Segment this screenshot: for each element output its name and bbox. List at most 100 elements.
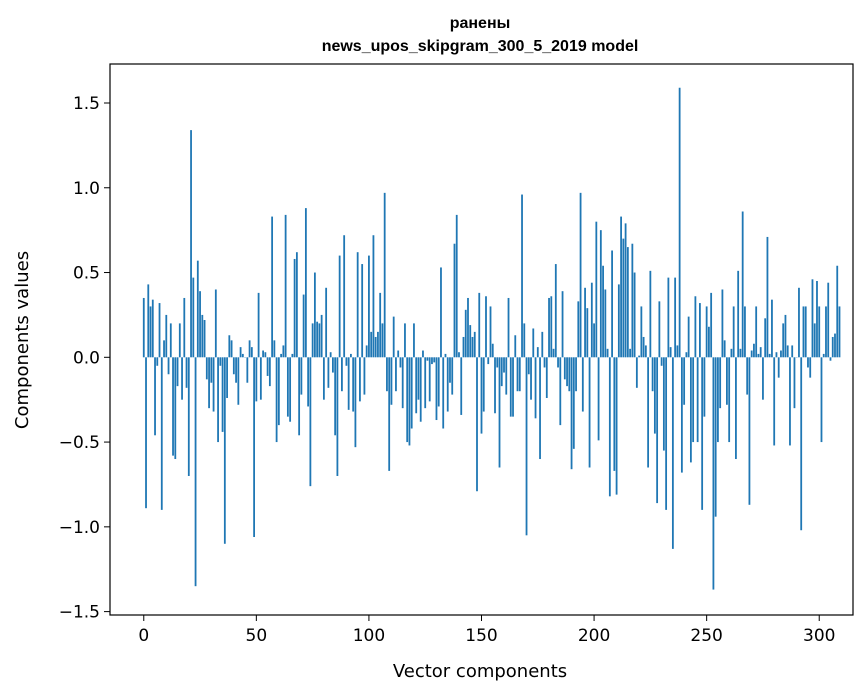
bar-63 [284, 214, 287, 358]
bar-77 [316, 321, 319, 358]
bar-54 [264, 352, 267, 358]
bar-9 [163, 340, 165, 358]
bar-5 [154, 357, 156, 436]
bar-157 [496, 357, 499, 368]
bar-103 [374, 336, 377, 358]
bar-296 [809, 357, 812, 378]
bar-176 [539, 357, 541, 460]
bar-15 [176, 357, 179, 387]
bar-120 [413, 323, 415, 358]
y-tick-label: 1.5 [73, 94, 100, 114]
bar-270 [750, 350, 753, 358]
bar-31 [212, 357, 215, 412]
bar-89 [343, 235, 346, 358]
bar-215 [626, 247, 629, 358]
bar-95 [356, 252, 359, 358]
bar-153 [487, 357, 490, 365]
bar-275 [762, 357, 764, 400]
bar-263 [735, 357, 737, 460]
bar-201 [595, 221, 598, 358]
bar-58 [273, 340, 276, 358]
bar-17 [181, 357, 183, 400]
bar-67 [293, 258, 296, 358]
bar-111 [392, 316, 395, 358]
bar-121 [415, 357, 418, 414]
bar-16 [178, 323, 181, 358]
bar-285 [784, 314, 787, 358]
bar-90 [345, 357, 348, 366]
bar-256 [719, 357, 722, 409]
bar-266 [741, 211, 744, 358]
bar-208 [611, 250, 613, 358]
bar-64 [286, 357, 289, 417]
bar-50 [255, 357, 258, 402]
bar-35 [221, 357, 224, 432]
bar-160 [503, 357, 505, 373]
bar-100 [368, 255, 370, 358]
bar-288 [791, 345, 794, 358]
bar-295 [807, 357, 809, 368]
bar-264 [737, 270, 740, 358]
bar-218 [633, 272, 636, 358]
bar-220 [638, 355, 641, 358]
bar-200 [593, 323, 595, 358]
bar-184 [557, 357, 559, 368]
bar-101 [370, 331, 373, 358]
bar-221 [640, 306, 643, 358]
bar-199 [590, 282, 593, 358]
bar-225 [649, 270, 652, 358]
bar-293 [802, 306, 805, 358]
bar-247 [699, 303, 701, 358]
bar-131 [437, 357, 440, 407]
bar-91 [347, 357, 350, 410]
bar-118 [408, 357, 411, 446]
bar-13 [172, 357, 174, 456]
bar-117 [406, 357, 409, 443]
bar-187 [563, 357, 566, 380]
bar-62 [282, 345, 285, 358]
bar-29 [208, 357, 210, 409]
bar-286 [786, 345, 789, 358]
bar-81 [325, 287, 328, 358]
bar-119 [410, 357, 413, 429]
bar-42 [237, 357, 240, 405]
bar-205 [604, 289, 607, 358]
bar-236 [674, 277, 677, 358]
bar-142 [462, 336, 465, 358]
bar-82 [327, 357, 330, 388]
bar-116 [404, 323, 406, 358]
bar-34 [219, 357, 222, 366]
y-tick-label: 0.0 [73, 348, 100, 368]
bar-227 [653, 357, 656, 434]
bar-307 [834, 333, 836, 358]
bar-169 [523, 323, 526, 358]
y-axis-label: Components values [12, 251, 33, 429]
bar-258 [723, 340, 726, 358]
bar-49 [253, 357, 255, 538]
bar-172 [530, 357, 532, 400]
bar-276 [764, 318, 767, 358]
bar-68 [295, 252, 298, 358]
bar-44 [241, 353, 244, 358]
bar-98 [363, 357, 366, 395]
bar-4 [151, 299, 154, 358]
bar-180 [548, 297, 550, 358]
bar-51 [257, 292, 260, 358]
bar-245 [694, 296, 697, 358]
bar-30 [210, 357, 213, 383]
x-tick-label: 50 [246, 626, 268, 646]
bar-166 [516, 357, 519, 392]
bar-39 [230, 340, 233, 358]
bar-93 [352, 357, 355, 412]
bar-171 [527, 357, 530, 375]
bar-1 [145, 357, 147, 509]
bar-102 [372, 235, 375, 358]
bar-308 [836, 265, 839, 358]
bar-207 [608, 357, 611, 497]
bar-163 [509, 357, 512, 417]
bar-136 [449, 357, 451, 383]
bar-243 [689, 357, 692, 463]
bar-267 [744, 306, 746, 358]
bar-155 [491, 343, 494, 358]
